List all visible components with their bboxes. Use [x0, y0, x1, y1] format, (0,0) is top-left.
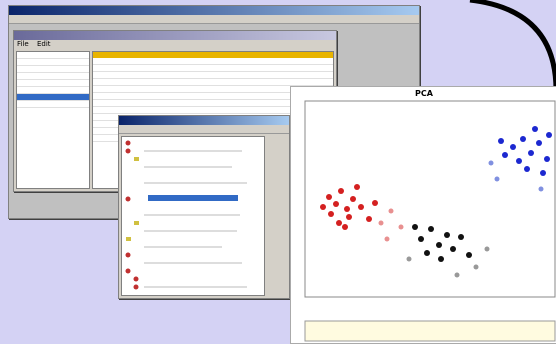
screenshot: File Edit [0, 0, 556, 342]
tree-icons [122, 137, 264, 295]
pca-window: PCA [290, 86, 556, 344]
analysis-window [118, 115, 290, 299]
menu-bar [9, 15, 419, 24]
menu-item[interactable]: File [17, 40, 29, 48]
scatter-plot [291, 99, 556, 343]
title-bar [9, 6, 419, 15]
legend-box [305, 321, 555, 341]
analysis-tree [121, 136, 265, 296]
menu: File Edit [14, 40, 336, 48]
plot-title: PCA [291, 89, 556, 98]
menu-item[interactable]: Edit [37, 40, 51, 48]
tree-panel [16, 51, 90, 189]
